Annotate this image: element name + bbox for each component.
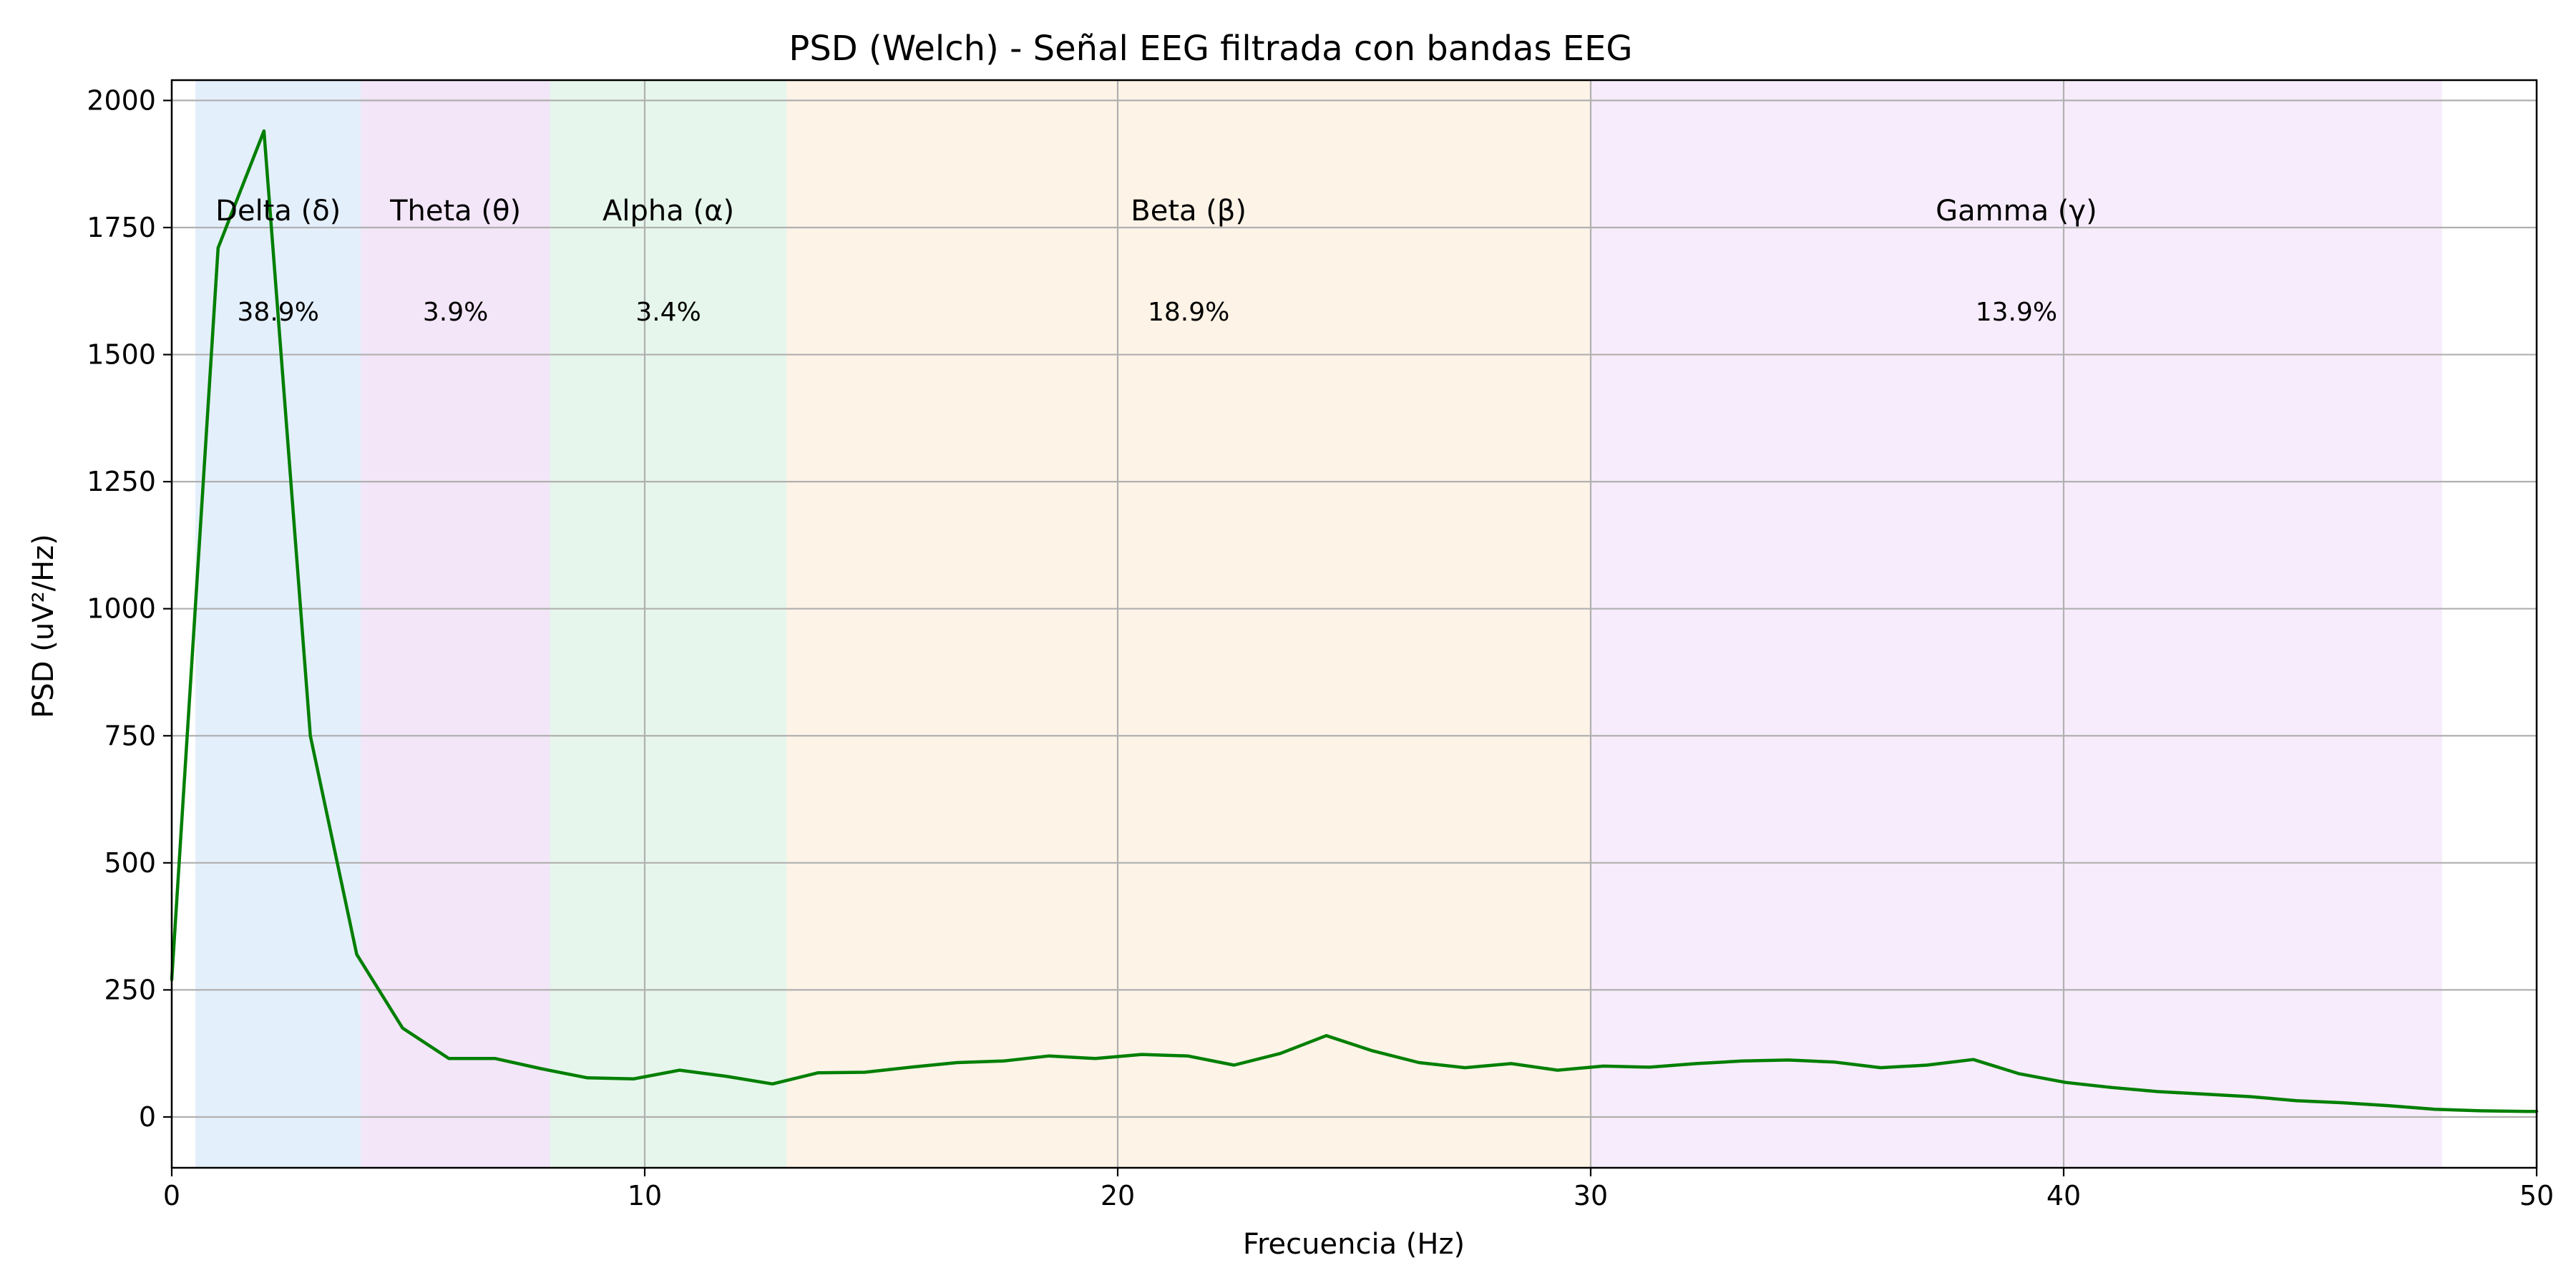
y-tick-label-7: 1750 xyxy=(87,212,156,243)
y-tick-label-2: 500 xyxy=(104,847,156,879)
band-percent-3: 18.9% xyxy=(1148,298,1229,327)
band-label-0: Delta (δ) xyxy=(215,195,341,228)
band-label-1: Theta (θ) xyxy=(389,195,521,228)
band-percent-2: 3.4% xyxy=(635,298,701,327)
band-region-1 xyxy=(361,80,550,1168)
band-percent-0: 38.9% xyxy=(238,298,319,327)
x-tick-label-5: 50 xyxy=(2519,1180,2554,1211)
psd-series-line-0 xyxy=(170,129,2539,1113)
x-tick-label-0: 0 xyxy=(163,1180,180,1211)
band-label-3: Beta (β) xyxy=(1131,195,1246,228)
plot-frame xyxy=(170,79,2538,1169)
band-region-3 xyxy=(786,80,1591,1168)
x-tick-label-1: 10 xyxy=(628,1180,662,1211)
band-percent-1: 3.9% xyxy=(423,298,488,327)
band-layer xyxy=(195,80,2442,1168)
x-tick-label-4: 40 xyxy=(2046,1180,2081,1211)
x-tick-label-2: 20 xyxy=(1101,1180,1135,1211)
x-tick-label-3: 30 xyxy=(1574,1180,1608,1211)
y-tick-label-8: 2000 xyxy=(87,84,156,116)
chart-title: PSD (Welch) - Señal EEG filtrada con ban… xyxy=(789,29,1632,69)
band-text-layer: Delta (δ) 38.9% Theta (θ) 3.9% Alpha (α) 3.4%… xyxy=(215,195,2097,327)
band-label-2: Alpha (α) xyxy=(602,195,734,228)
band-label-4: Gamma (γ) xyxy=(1936,195,2097,228)
band-region-4 xyxy=(1591,80,2442,1168)
x-axis-label: Frecuencia (Hz) xyxy=(1243,1228,1465,1261)
tick-layer: 0 10 20 30 40 5002505007501000125015001750200… xyxy=(87,84,2554,1211)
y-tick-label-0: 0 xyxy=(139,1101,156,1133)
line-layer xyxy=(170,129,2539,1113)
y-tick-label-3: 750 xyxy=(104,720,156,751)
y-tick-label-5: 1250 xyxy=(87,466,156,497)
band-region-2 xyxy=(550,80,787,1168)
y-tick-label-1: 250 xyxy=(104,974,156,1005)
band-region-0 xyxy=(195,80,361,1168)
y-tick-label-4: 1000 xyxy=(87,593,156,625)
band-percent-4: 13.9% xyxy=(1976,298,2057,327)
y-axis-label: PSD (uV²/Hz) xyxy=(27,534,60,718)
y-tick-label-6: 1500 xyxy=(87,339,156,371)
